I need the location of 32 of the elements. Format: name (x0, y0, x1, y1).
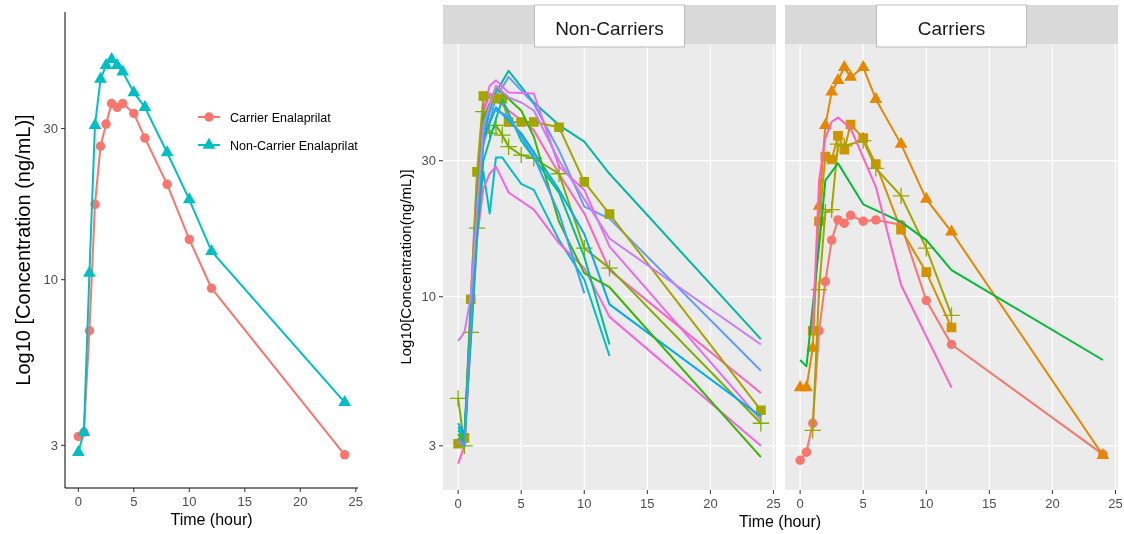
x-tick-label: 15 (237, 494, 253, 509)
x-tick-label: 0 (454, 496, 462, 511)
x-tick-label: 10 (577, 496, 592, 511)
chart-title: Non-Carriers (555, 18, 664, 39)
y-tick-label: 30 (421, 153, 436, 169)
y-axis-title: Log10[Concentration(ng/mL)] (397, 169, 414, 365)
y-tick-label: 30 (43, 121, 58, 137)
x-axis-title: Time (hour) (170, 511, 253, 528)
x-tick-label: 25 (348, 494, 364, 509)
x-tick-label: 25 (1108, 496, 1123, 511)
x-tick-label: 5 (130, 494, 138, 509)
x-tick-label: 15 (982, 496, 997, 511)
y-tick-label: 10 (421, 289, 436, 305)
x-tick-label: 15 (640, 496, 655, 511)
y-tick-label: 3 (50, 437, 58, 453)
x-tick-label: 5 (859, 496, 867, 511)
x-tick-label: 20 (703, 496, 718, 511)
x-axis-title: Time (hour) (738, 513, 822, 530)
y-tick-label: 3 (428, 438, 436, 454)
chart-title: Carriers (917, 18, 986, 39)
x-tick-label: 20 (1045, 496, 1060, 511)
x-tick-label: 10 (919, 496, 934, 511)
x-tick-label: 25 (766, 496, 781, 511)
y-tick-label: 10 (43, 272, 58, 288)
x-tick-label: 0 (74, 494, 82, 509)
legend-label: Carrier Enalaprilat (230, 110, 332, 125)
x-tick-label: 20 (293, 494, 308, 509)
legend-label: Non-Carrier Enalaprilat (230, 138, 359, 153)
x-tick-label: 10 (182, 494, 197, 509)
y-axis-title: Log10 [Concentration (ng/mL)] (12, 114, 34, 386)
x-tick-label: 0 (796, 496, 804, 511)
x-tick-label: 5 (517, 496, 525, 511)
